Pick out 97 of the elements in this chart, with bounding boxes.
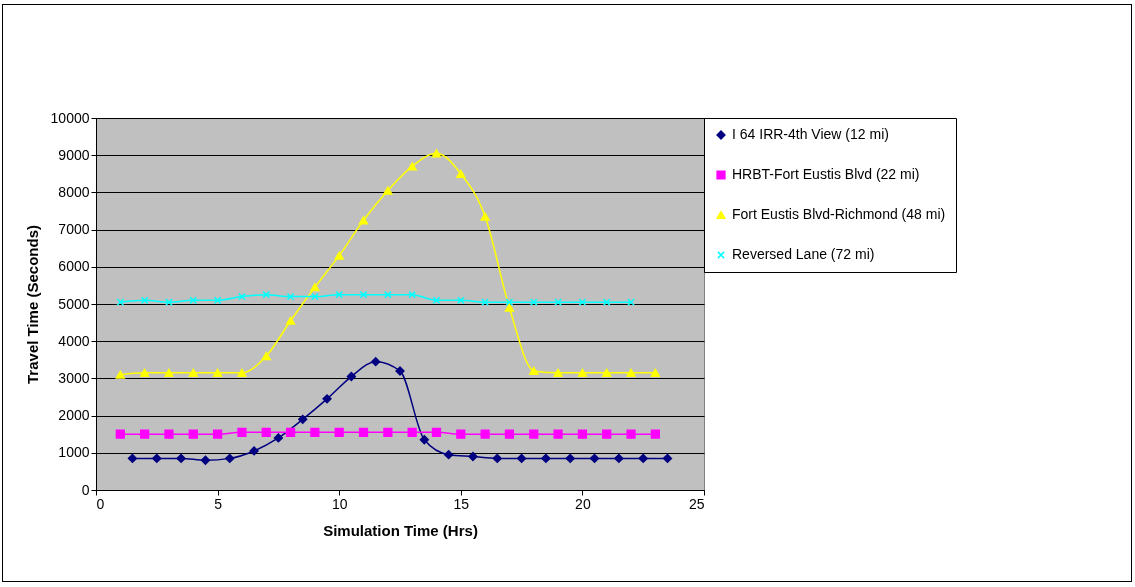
point bbox=[225, 453, 235, 463]
point bbox=[589, 453, 600, 463]
point bbox=[565, 453, 575, 463]
x-tick-label: 10 bbox=[331, 495, 348, 512]
y-tick-label: 4000 bbox=[58, 332, 90, 349]
point bbox=[431, 427, 442, 437]
point bbox=[261, 427, 271, 437]
point bbox=[285, 427, 296, 437]
legend-label: Reversed Lane (72 mi) bbox=[732, 246, 875, 262]
point bbox=[346, 371, 356, 382]
point bbox=[334, 251, 344, 260]
point bbox=[407, 162, 417, 171]
legend-label: I 64 IRR-4th View (12 mi) bbox=[732, 126, 889, 142]
point bbox=[127, 453, 138, 463]
point bbox=[115, 370, 125, 379]
point bbox=[431, 149, 442, 158]
point bbox=[504, 303, 515, 312]
point bbox=[650, 368, 660, 377]
point bbox=[140, 429, 150, 439]
y-tick-label: 6000 bbox=[58, 258, 90, 275]
y-tick-label: 2000 bbox=[58, 407, 90, 424]
point bbox=[468, 451, 478, 462]
point bbox=[456, 169, 466, 178]
point bbox=[285, 316, 296, 325]
point bbox=[371, 357, 381, 367]
point bbox=[492, 453, 502, 463]
point bbox=[188, 368, 198, 377]
point bbox=[627, 298, 635, 306]
point bbox=[554, 298, 562, 306]
x-tick-label: 15 bbox=[453, 495, 470, 512]
point bbox=[358, 216, 369, 225]
y-tick-label: 1000 bbox=[58, 444, 90, 461]
point bbox=[165, 298, 173, 306]
point bbox=[334, 427, 344, 437]
point bbox=[577, 429, 588, 439]
point bbox=[237, 368, 247, 377]
point bbox=[407, 427, 417, 437]
point bbox=[273, 433, 284, 443]
point bbox=[662, 453, 673, 463]
point bbox=[626, 429, 636, 439]
point bbox=[553, 429, 563, 439]
point bbox=[152, 453, 162, 463]
y-tick-label: 0 bbox=[81, 481, 90, 498]
point bbox=[614, 453, 624, 463]
point bbox=[261, 351, 271, 361]
point bbox=[189, 296, 198, 305]
point bbox=[358, 427, 369, 437]
point bbox=[444, 450, 454, 460]
point bbox=[164, 368, 174, 377]
point bbox=[310, 427, 320, 437]
point bbox=[176, 453, 186, 463]
point bbox=[456, 429, 466, 439]
point bbox=[419, 435, 429, 445]
x-tick-label: 25 bbox=[688, 495, 705, 512]
point bbox=[188, 429, 198, 439]
point bbox=[480, 212, 490, 221]
legend-label: HRBT-Fort Eustis Blvd (22 mi) bbox=[732, 166, 920, 182]
point bbox=[212, 429, 223, 439]
y-axis-title: Travel Time (Seconds) bbox=[23, 225, 41, 384]
point bbox=[602, 429, 612, 439]
point bbox=[164, 429, 174, 439]
point bbox=[602, 368, 612, 377]
point bbox=[529, 429, 539, 439]
point bbox=[553, 368, 563, 377]
legend-label: Fort Eustis Blvd-Richmond (48 mi) bbox=[732, 206, 946, 222]
point bbox=[286, 292, 295, 301]
point bbox=[115, 429, 125, 439]
x-tick-label: 0 bbox=[96, 495, 105, 512]
point bbox=[529, 366, 539, 376]
y-tick-label: 7000 bbox=[58, 221, 90, 238]
y-tick-label: 9000 bbox=[58, 146, 90, 163]
point bbox=[140, 368, 150, 377]
point bbox=[298, 414, 308, 424]
point bbox=[516, 453, 527, 463]
point bbox=[310, 283, 320, 292]
y-tick-label: 8000 bbox=[58, 183, 90, 200]
point bbox=[249, 446, 259, 456]
point bbox=[504, 429, 515, 439]
point bbox=[322, 394, 332, 404]
point bbox=[212, 368, 223, 377]
point bbox=[383, 186, 393, 195]
point bbox=[626, 368, 636, 377]
point bbox=[577, 368, 588, 377]
y-tick-label: 3000 bbox=[58, 369, 90, 386]
point bbox=[638, 453, 648, 463]
point bbox=[481, 298, 489, 306]
x-axis-title: Simulation Time (Hrs) bbox=[323, 521, 478, 539]
x-tick-label: 20 bbox=[575, 495, 591, 512]
point bbox=[650, 429, 660, 439]
point bbox=[541, 453, 551, 463]
x-tick-label: 5 bbox=[214, 495, 223, 512]
y-tick-label: 10000 bbox=[50, 109, 90, 126]
point bbox=[480, 429, 490, 439]
point bbox=[237, 427, 247, 437]
point bbox=[200, 455, 211, 465]
y-tick-label: 5000 bbox=[58, 295, 90, 312]
point bbox=[383, 427, 393, 437]
